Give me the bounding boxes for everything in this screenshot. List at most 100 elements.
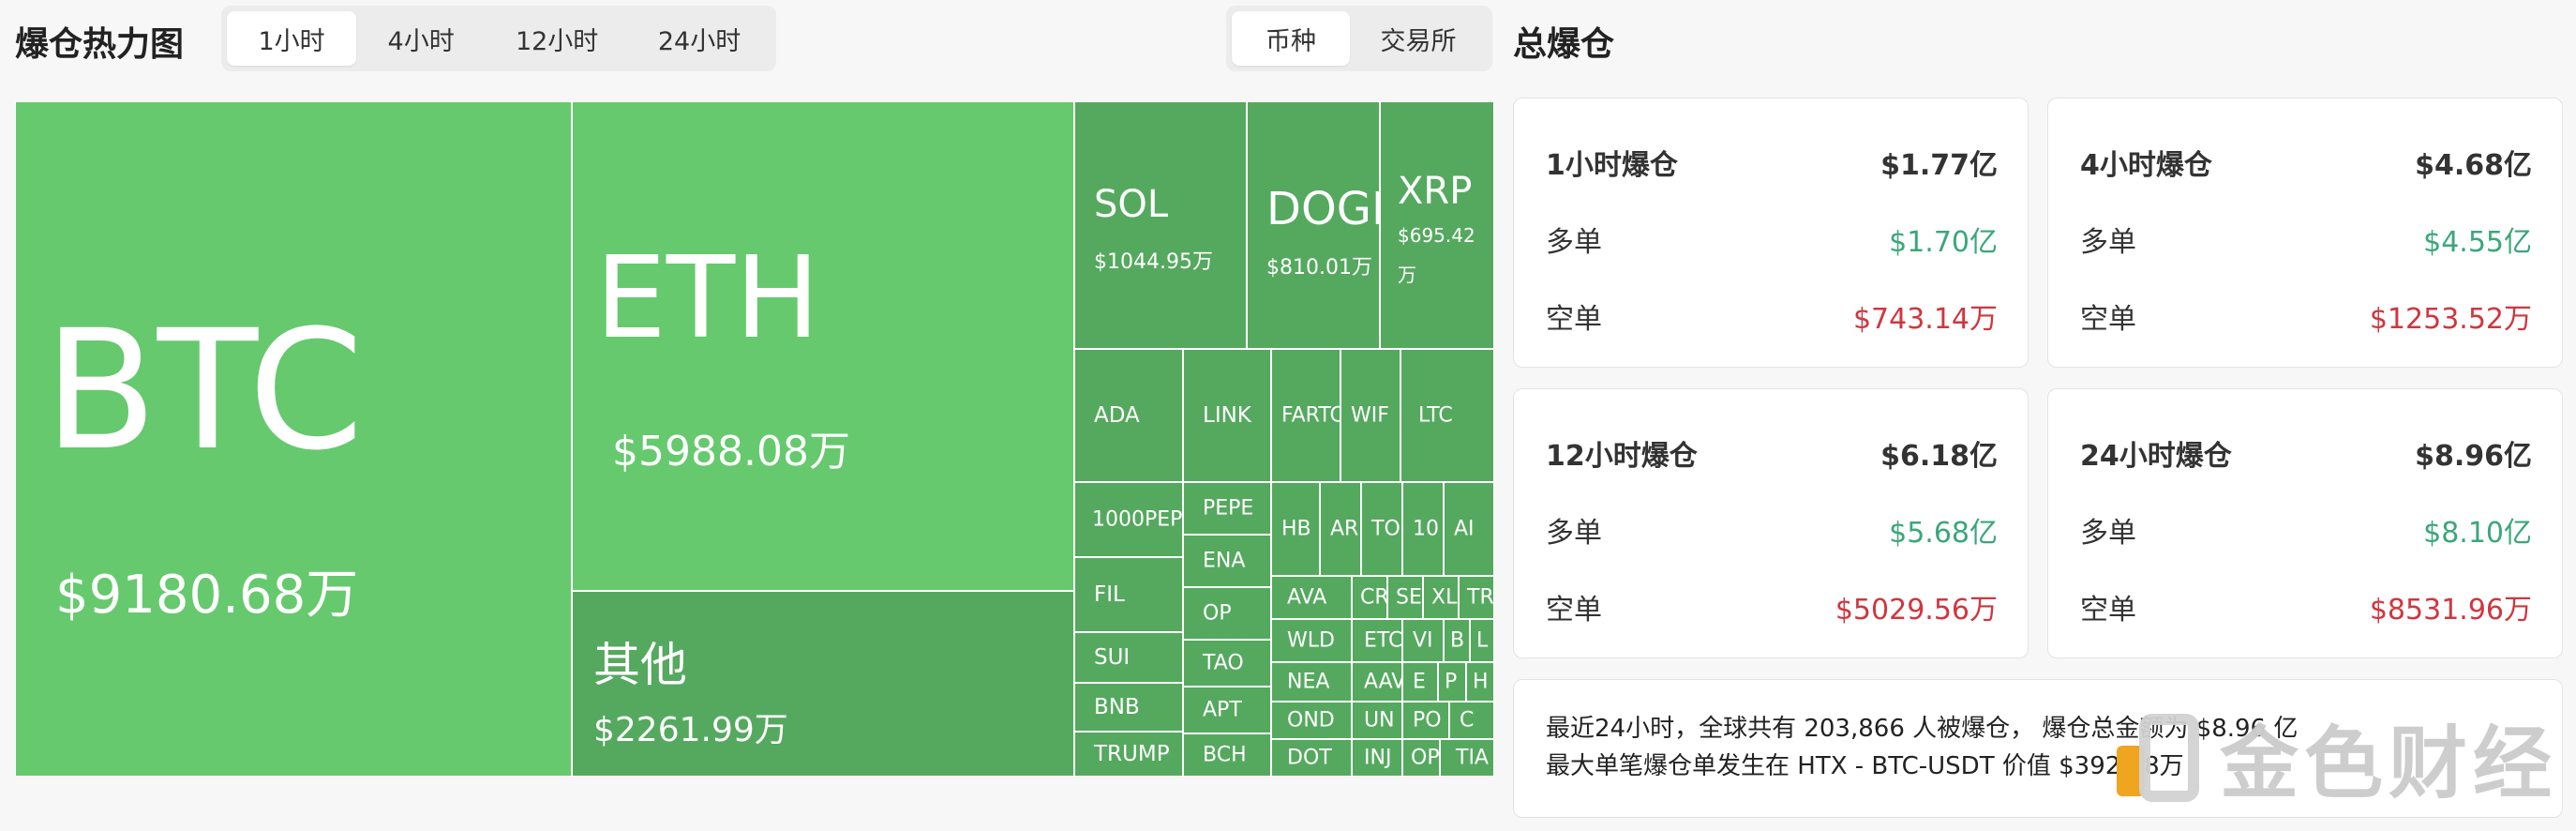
tile-apt[interactable]: APT <box>1183 687 1271 733</box>
tile-fil[interactable]: FIL <box>1074 557 1183 632</box>
tile-value: $1044.95万 <box>1094 250 1213 274</box>
tile-symbol: LTC <box>1418 403 1453 428</box>
tile-near[interactable]: NEA <box>1271 662 1352 702</box>
tile-e[interactable]: E <box>1402 662 1438 702</box>
tile-symbol: SOL <box>1094 183 1169 226</box>
tile-uni[interactable]: UN <box>1352 702 1402 739</box>
liquidation-notice: 最近24小时，全球共有 203,866 人被爆仓， 爆仓总金额为 $8.96 亿… <box>1513 679 2563 818</box>
tile-fartc[interactable]: FARTC <box>1271 349 1340 482</box>
tile-po[interactable]: PO <box>1402 702 1449 739</box>
tile-wld[interactable]: WLD <box>1271 619 1352 662</box>
tile-b[interactable]: B <box>1444 619 1470 662</box>
tile-avax[interactable]: AVA <box>1271 576 1352 619</box>
long-value: $1.70亿 <box>1889 226 1998 259</box>
tile-dot[interactable]: DOT <box>1271 739 1352 777</box>
tile-ena[interactable]: ENA <box>1183 535 1271 587</box>
long-label: 多单 <box>2080 517 2136 550</box>
tile-doge[interactable]: DOGE $810.01万 <box>1247 101 1380 349</box>
card-total-value: $1.77亿 <box>1880 149 1998 182</box>
tile-symbol: PEPE <box>1203 496 1254 521</box>
tile-1000pepe[interactable]: 1000PEP <box>1074 482 1183 557</box>
tile-ada[interactable]: ADA <box>1074 349 1183 482</box>
tile-symbol: WLD <box>1287 628 1335 653</box>
tile-value: $9180.68万 <box>55 565 359 626</box>
tile-symbol: BCH <box>1203 743 1247 767</box>
tile-eth[interactable]: ETH $5988.08万 <box>572 101 1074 591</box>
tile-pepe[interactable]: PEPE <box>1183 482 1271 535</box>
tile-tr[interactable]: TR <box>1459 576 1494 619</box>
tile-symbol: FARTC <box>1281 403 1340 428</box>
tile-c[interactable]: C <box>1449 702 1494 739</box>
tile-value: $810.01万 <box>1266 256 1372 280</box>
tile-p[interactable]: P <box>1438 662 1466 702</box>
tile-h[interactable]: H <box>1466 662 1494 702</box>
short-value: $8531.96万 <box>2369 594 2532 627</box>
tile-symbol: DOGE <box>1266 183 1379 235</box>
tile-sui[interactable]: SUI <box>1074 632 1183 683</box>
tile-bnb[interactable]: BNB <box>1074 683 1183 732</box>
card-12h: 12小时爆仓 $6.18亿 多单 $5.68亿 空单 $5029.56万 <box>1513 388 2029 658</box>
tile-symbol: TRUMP <box>1094 742 1170 766</box>
tile-ai[interactable]: AI <box>1444 482 1494 576</box>
card-period-label: 1小时爆仓 <box>1546 149 1678 182</box>
tile-symbol: 1000PEP <box>1092 507 1183 532</box>
tile-symbol: E <box>1413 670 1426 694</box>
tile-trump[interactable]: TRUMP <box>1074 732 1183 777</box>
tile-wif[interactable]: WIF <box>1340 349 1400 482</box>
tile-10[interactable]: 10 <box>1402 482 1444 576</box>
tab-4h[interactable]: 4小时 <box>387 26 455 56</box>
tile-symbol: TO <box>1371 517 1400 541</box>
tile-symbol: NEA <box>1287 670 1330 694</box>
tile-symbol: L <box>1476 628 1489 653</box>
tile-symbol: TAO <box>1203 651 1244 675</box>
tile-xl[interactable]: XL <box>1423 576 1459 619</box>
tile-other[interactable]: 其他 $2261.99万 <box>572 591 1074 777</box>
tab-by-coin[interactable]: 币种 <box>1232 11 1350 66</box>
tile-ltc[interactable]: LTC <box>1400 349 1494 482</box>
watermark-text: 金色财经 <box>2219 718 2557 809</box>
time-range-tabs: 1小时 4小时 12小时 24小时 <box>221 6 776 71</box>
tile-cr[interactable]: CR <box>1352 576 1387 619</box>
tile-to[interactable]: TO <box>1361 482 1402 576</box>
tile-ondo[interactable]: OND <box>1271 702 1352 739</box>
tile-inj[interactable]: INJ <box>1352 739 1402 777</box>
tile-symbol: C <box>1460 708 1475 733</box>
tile-link[interactable]: LINK <box>1183 349 1271 482</box>
tile-etc[interactable]: ETC <box>1352 619 1402 662</box>
tile-aave[interactable]: AAV <box>1352 662 1402 702</box>
tile-symbol: 其他 <box>593 638 687 692</box>
tile-symbol: XRP <box>1398 170 1473 213</box>
tile-sol[interactable]: SOL $1044.95万 <box>1074 101 1247 349</box>
card-period-label: 4小时爆仓 <box>2080 149 2212 182</box>
tile-vi[interactable]: VI <box>1402 619 1444 662</box>
tile-se[interactable]: SE <box>1387 576 1423 619</box>
tab-by-exchange[interactable]: 交易所 <box>1380 26 1457 56</box>
tab-24h[interactable]: 24小时 <box>657 26 741 56</box>
tile-op-2[interactable]: OP <box>1402 739 1440 777</box>
summary-title: 总爆仓 <box>1513 25 1615 64</box>
short-value: $5029.56万 <box>1835 594 1998 627</box>
tile-symbol: 10 <box>1413 517 1439 541</box>
tile-tia[interactable]: TIA <box>1440 739 1494 777</box>
tile-symbol: P <box>1445 670 1458 694</box>
tile-symbol: BNB <box>1094 695 1140 719</box>
watermark: 金色财经 <box>2111 701 2557 814</box>
tile-symbol: OND <box>1287 708 1335 733</box>
tile-xrp[interactable]: XRP $695.42 万 <box>1380 101 1494 349</box>
short-label: 空单 <box>1546 303 1602 336</box>
tile-symbol: INJ <box>1364 746 1392 770</box>
notice-line-largest: 最大单笔爆仓单发生在 HTX - BTC-USDT 价值 $392.48万 <box>1546 752 2184 780</box>
tab-1h[interactable]: 1小时 <box>227 11 357 66</box>
tile-bch[interactable]: BCH <box>1183 733 1271 777</box>
tab-12h[interactable]: 12小时 <box>515 26 599 56</box>
tile-value: $2261.99万 <box>593 711 788 749</box>
tile-btc[interactable]: BTC $9180.68万 <box>15 101 572 777</box>
tile-l[interactable]: L <box>1470 619 1494 662</box>
tile-symbol: H <box>1473 670 1489 694</box>
tile-tao[interactable]: TAO <box>1183 640 1271 687</box>
tile-op[interactable]: OP <box>1183 587 1271 640</box>
short-value: $743.14万 <box>1852 303 1998 336</box>
tile-hb[interactable]: HB <box>1271 482 1320 576</box>
tile-ar[interactable]: AR <box>1320 482 1361 576</box>
tile-symbol: TR <box>1467 585 1494 610</box>
